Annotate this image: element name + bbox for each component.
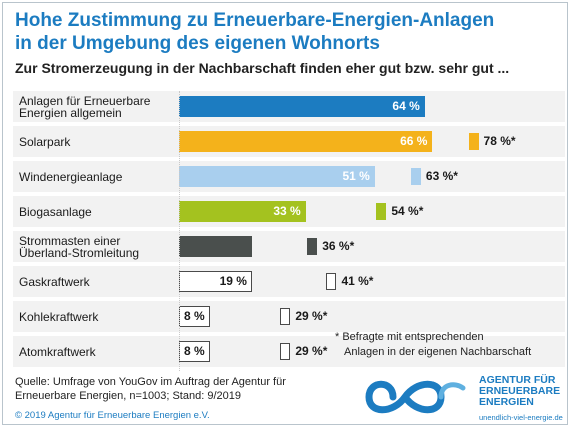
footnote-line-2: Anlagen in der eigenen Nachbarschaft: [344, 346, 532, 358]
category-label-line: Solarpark: [19, 134, 71, 149]
chart-row: Strommasten einer Überland-Stromleitung 36…: [13, 231, 565, 262]
category-label-line: Windenergieanlage: [19, 169, 123, 184]
category-label: Windenergieanlage: [19, 161, 179, 192]
bar-value-label: 66 %: [400, 134, 428, 148]
bar: [179, 96, 425, 117]
category-label: Solarpark: [19, 126, 179, 157]
source-note: Quelle: Umfrage von YouGov im Auftrag de…: [15, 375, 286, 403]
category-label: Anlagen für Erneuerbare Energien allgemei…: [19, 91, 179, 122]
neighborhood-marker: [410, 168, 421, 185]
category-label-line: Gaskraftwerk: [19, 274, 90, 289]
category-label-line: Atomkraftwerk: [19, 344, 96, 359]
neighborhood-value-label: 63 %*: [425, 169, 458, 183]
title-line-1: Hohe Zustimmung zu Erneuerbare-Energien-…: [15, 10, 495, 31]
zero-axis-line: [179, 91, 180, 371]
neighborhood-marker: [280, 308, 291, 325]
chart-row: Anlagen für Erneuerbare Energien allgemei…: [13, 91, 565, 122]
neighborhood-marker: [307, 238, 318, 255]
footnote-line-1: * Befragte mit entsprechenden: [335, 331, 484, 343]
bar: [179, 236, 252, 257]
copyright: © 2019 Agentur für Erneuerbare Energien …: [15, 410, 210, 421]
chart-title: Hohe Zustimmung zu Erneuerbare-Energien-…: [15, 9, 494, 55]
chart-subtitle: Zur Stromerzeugung in der Nachbarschaft …: [15, 60, 510, 76]
chart-row: Windenergieanlage 51 % 63 %*: [13, 161, 565, 192]
category-label-line: Energien allgemein: [19, 105, 122, 120]
logo-wordmark: AGENTUR FÜR ERNEUERBARE ENERGIEN: [479, 375, 560, 408]
category-label: Biogasanlage: [19, 196, 179, 227]
category-label-line: Strommasten einer: [19, 233, 121, 248]
neighborhood-value-label: 78 %*: [483, 134, 516, 148]
logo-line-2: ERNEUERBARE: [479, 385, 561, 397]
neighborhood-value-label: 54 %*: [391, 204, 424, 218]
category-label: Atomkraftwerk: [19, 336, 179, 367]
category-label: Gaskraftwerk: [19, 266, 179, 297]
neighborhood-marker: [280, 343, 291, 360]
neighborhood-value-label: 29 %*: [295, 344, 328, 358]
bar: [179, 166, 375, 187]
infographic-frame: Hohe Zustimmung zu Erneuerbare-Energien-…: [2, 2, 568, 425]
bar-value-label: 8 %: [184, 344, 205, 358]
category-label-line: Kohlekraftwerk: [19, 309, 99, 324]
bar-value-label: 51 %: [342, 169, 370, 183]
neighborhood-marker: [468, 133, 479, 150]
chart-row: Biogasanlage 33 % 54 %*: [13, 196, 565, 227]
category-label: Strommasten einer Überland-Stromleitung: [19, 231, 179, 262]
source-line-1: Quelle: Umfrage von YouGov im Auftrag de…: [15, 376, 286, 388]
category-label-line: Überland-Stromleitung: [19, 245, 140, 260]
neighborhood-value-label: 41 %*: [341, 274, 374, 288]
neighborhood-marker: [326, 273, 337, 290]
bar-value-label: 8 %: [184, 309, 205, 323]
title-line-2: in der Umgebung des eigenen Wohnorts: [15, 33, 380, 54]
logo-url: unendlich-viel-energie.de: [479, 413, 563, 422]
chart-row: Kohlekraftwerk 8 % 29 %*: [13, 301, 565, 332]
source-line-2: Erneuerbare Energien, n=1003; Stand: 9/2…: [15, 390, 241, 402]
bar-chart: Anlagen für Erneuerbare Energien allgemei…: [13, 91, 565, 371]
chart-row: Solarpark 66 % 78 %*: [13, 126, 565, 157]
bar: [179, 131, 433, 152]
chart-row: Gaskraftwerk 19 % 41 %*: [13, 266, 565, 297]
category-label: Kohlekraftwerk: [19, 301, 179, 332]
aee-logo: AGENTUR FÜR ERNEUERBARE ENERGIEN unendli…: [359, 371, 567, 425]
logo-line-1: AGENTUR FÜR: [479, 374, 556, 386]
footnote: * Befragte mit entsprechenden Anlagen in…: [335, 330, 531, 360]
chart-row: Atomkraftwerk 8 % 29 %*: [13, 336, 565, 367]
bar-value-label: 33 %: [273, 204, 301, 218]
bar: [179, 201, 306, 222]
category-label-line: Biogasanlage: [19, 204, 92, 219]
neighborhood-value-label: 29 %*: [295, 309, 328, 323]
neighborhood-value-label: 36 %*: [322, 239, 355, 253]
logo-line-3: ENERGIEN: [479, 396, 534, 408]
neighborhood-marker: [376, 203, 387, 220]
category-label-line: Anlagen für Erneuerbare: [19, 93, 151, 108]
bar-value-label: 64 %: [392, 99, 420, 113]
infinity-logo-icon: [365, 380, 466, 414]
bar-value-label: 19 %: [219, 274, 247, 288]
